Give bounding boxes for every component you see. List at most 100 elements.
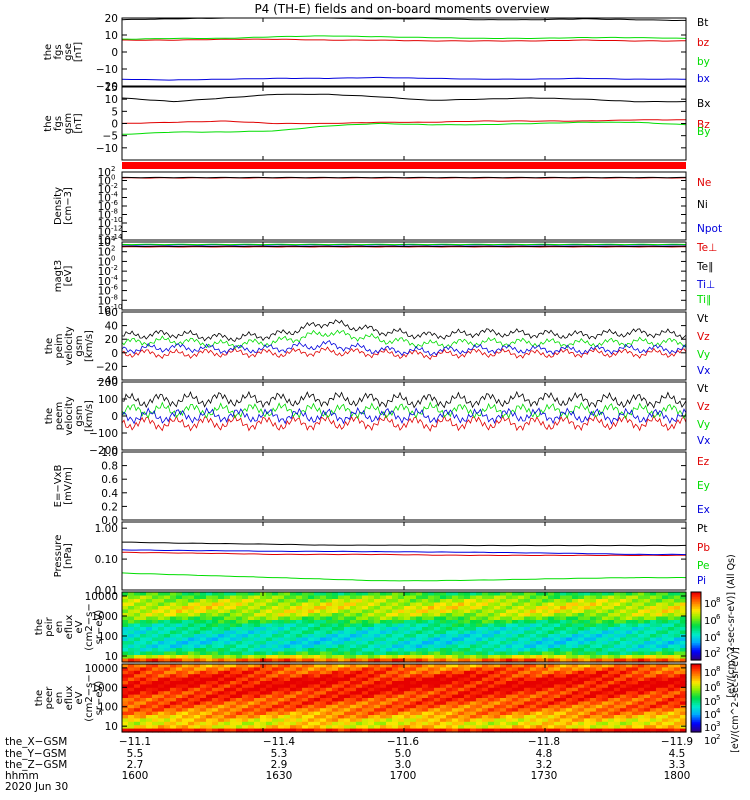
heatmap-cell <box>122 677 129 682</box>
heatmap-cell <box>230 630 237 635</box>
heatmap-cell <box>146 606 153 611</box>
heatmap-cell <box>536 644 543 649</box>
heatmap-cell <box>470 694 477 699</box>
heatmap-cell <box>380 721 387 726</box>
heatmap-cell <box>608 721 615 726</box>
heatmap-cell <box>278 721 285 726</box>
heatmap-cell <box>620 701 627 706</box>
heatmap-cell <box>320 725 327 730</box>
colorbar-electron-segment <box>691 718 701 721</box>
heatmap-cell <box>554 674 561 679</box>
heatmap-cell <box>650 630 657 635</box>
heatmap-cell <box>362 691 369 696</box>
heatmap-cell <box>308 634 315 639</box>
heatmap-cell <box>128 725 135 730</box>
heatmap-cell <box>374 637 381 642</box>
heatmap-cell <box>422 644 429 649</box>
heatmap-cell <box>326 651 333 656</box>
heatmap-cell <box>530 641 537 646</box>
heatmap-cell <box>194 651 201 656</box>
heatmap-cell <box>386 687 393 692</box>
y-tick-label: 1000 <box>91 682 118 694</box>
heatmap-cell <box>578 708 585 713</box>
heatmap-cell <box>290 715 297 719</box>
y-tick-exponent: -4 <box>111 274 119 282</box>
heatmap-cell <box>428 592 435 597</box>
heatmap-cell <box>356 648 363 653</box>
heatmap-cell <box>650 670 657 675</box>
heatmap-cell <box>218 670 225 675</box>
heatmap-cell <box>434 674 441 679</box>
colorbar-ion-segment <box>691 653 701 656</box>
heatmap-cell <box>218 595 225 600</box>
heatmap-cell <box>302 670 309 675</box>
heatmap-cell <box>644 681 651 685</box>
colorbar-ion-segment <box>691 612 701 615</box>
heatmap-cell <box>170 701 177 706</box>
colorbar-electron-segment <box>691 698 701 701</box>
heatmap-cell <box>662 674 669 679</box>
heatmap-cell <box>452 684 459 689</box>
colorbar-ion-segment <box>691 592 701 595</box>
heatmap-cell <box>194 677 201 682</box>
heatmap-cell <box>182 715 189 719</box>
heatmap-cell <box>176 595 183 600</box>
heatmap-cell <box>314 687 321 692</box>
heatmap-cell <box>326 691 333 696</box>
heatmap-cell <box>668 667 675 672</box>
heatmap-cell <box>530 718 537 723</box>
heatmap-cell <box>266 637 273 642</box>
heatmap-cell <box>326 670 333 675</box>
heatmap-cell <box>248 602 255 607</box>
heatmap-cell <box>158 704 165 709</box>
heatmap-cell <box>572 718 579 723</box>
heatmap-cell <box>614 725 621 730</box>
heatmap-cell <box>422 630 429 635</box>
heatmap-cell <box>194 721 201 726</box>
y-tick-label: 60 <box>105 307 118 319</box>
heatmap-cell <box>266 664 273 668</box>
heatmap-cell <box>152 701 159 706</box>
heatmap-cell <box>308 627 315 632</box>
heatmap-cell <box>404 670 411 675</box>
heatmap-cell <box>134 715 141 719</box>
heatmap-cell <box>212 658 219 663</box>
heatmap-cell <box>398 711 405 716</box>
heatmap-cell <box>680 687 687 692</box>
heatmap-cell <box>578 648 585 653</box>
heatmap-cell <box>638 718 645 723</box>
heatmap-cell <box>404 664 411 668</box>
heatmap-cell <box>596 609 603 614</box>
legend-By: By <box>697 126 710 138</box>
heatmap-cell <box>620 651 627 656</box>
heatmap-cell <box>608 613 615 618</box>
heatmap-cell <box>674 644 681 649</box>
heatmap-cell <box>440 620 447 625</box>
heatmap-cell <box>332 634 339 639</box>
heatmap-cell <box>530 708 537 713</box>
heatmap-cell <box>470 681 477 685</box>
heatmap-cell <box>170 698 177 702</box>
heatmap-cell <box>512 641 519 646</box>
heatmap-cell <box>146 613 153 618</box>
heatmap-cell <box>170 602 177 607</box>
heatmap-cell <box>374 667 381 672</box>
heatmap-cell <box>152 655 159 660</box>
heatmap-cell <box>308 602 315 607</box>
heatmap-cell <box>608 623 615 628</box>
heatmap-cell <box>368 715 375 719</box>
heatmap-cell <box>572 715 579 719</box>
heatmap-cell <box>614 648 621 653</box>
heatmap-cell <box>590 677 597 682</box>
heatmap-cell <box>632 704 639 709</box>
heatmap-cell <box>596 704 603 709</box>
heatmap-cell <box>680 606 687 611</box>
heatmap-cell <box>398 674 405 679</box>
heatmap-cell <box>482 613 489 618</box>
heatmap-cell <box>374 620 381 625</box>
heatmap-cell <box>650 655 657 660</box>
heatmap-cell <box>536 667 543 672</box>
heatmap-cell <box>182 728 189 733</box>
heatmap-cell <box>644 644 651 649</box>
